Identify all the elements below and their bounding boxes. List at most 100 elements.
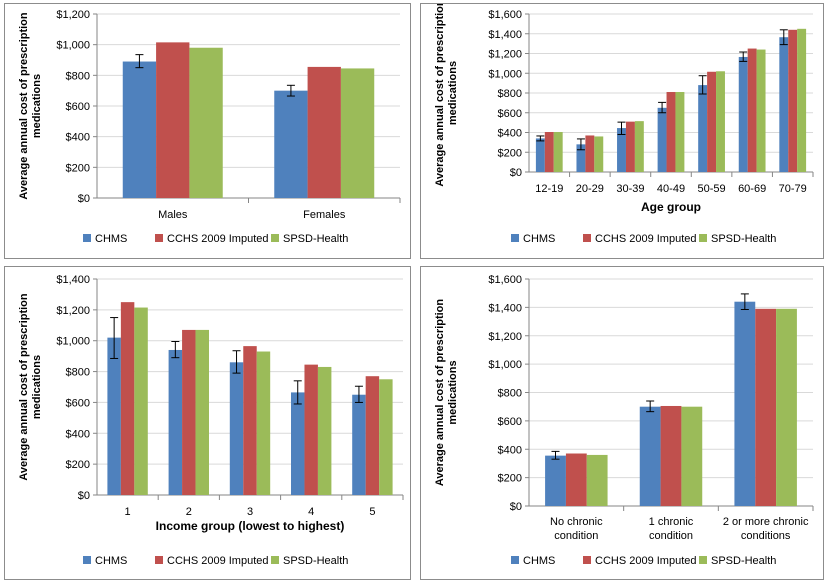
- bar-spsd-health: [256, 351, 271, 495]
- bar-chms: [545, 455, 566, 506]
- x-tick-label: Females: [303, 209, 346, 221]
- legend-swatch-cchs-2009-imputed: [583, 556, 591, 564]
- y-tick-label: $800: [498, 88, 522, 100]
- y-tick-label: $1,400: [488, 302, 522, 314]
- y-tick-label: $1,000: [56, 336, 90, 348]
- bar-cchs-2009-imputed: [120, 302, 135, 495]
- legend-label: CCHS 2009 Imputed: [167, 233, 269, 245]
- y-tick-label: $800: [498, 388, 522, 400]
- legend-swatch-chms: [511, 556, 519, 564]
- bar-cchs-2009-imputed: [788, 29, 798, 172]
- bar-chms: [734, 301, 756, 506]
- bar-spsd-health: [681, 406, 703, 506]
- legend-label: CCHS 2009 Imputed: [595, 233, 697, 245]
- y-tick-label: $1,000: [56, 40, 90, 52]
- x-tick-label: 1: [125, 506, 131, 518]
- x-tick-label: 50-59: [698, 183, 726, 195]
- x-tick-label: 4: [308, 506, 314, 518]
- bar-chms: [168, 349, 183, 495]
- bar-chms: [352, 394, 366, 495]
- bar-cchs-2009-imputed: [544, 132, 554, 172]
- chart-panel-chronic: $0 $200 $400 $600 $800 $1,000 $1,200 $1,400 $1,6…: [420, 266, 824, 580]
- chart-svg-income: $0 $200 $400 $600 $800 $1,000 $1,200 $1,400 1 2 3 4…: [18, 274, 404, 567]
- bar-spsd-health: [634, 121, 644, 172]
- y-tick-label: $1,200: [56, 305, 90, 317]
- x-tick-label: 40-49: [657, 183, 685, 195]
- x-tick-label: 30-39: [616, 183, 644, 195]
- bar-chms: [122, 61, 157, 199]
- legend-swatch-chms: [511, 234, 519, 242]
- y-tick-label: $400: [66, 428, 90, 440]
- bar-chms: [535, 138, 545, 172]
- y-tick-label: $400: [66, 132, 90, 144]
- y-tick-label: $1,200: [56, 9, 90, 21]
- y-tick-label: $600: [498, 108, 522, 120]
- bar-cchs-2009-imputed: [755, 308, 777, 506]
- bar-chms: [657, 107, 667, 172]
- x-tick-label: 3: [247, 506, 253, 518]
- y-tick-label: $1,000: [488, 359, 522, 371]
- chart-svg-age: $0 $200 $400 $600 $800 $1,000 $1,200 $1,400 $1,6…: [434, 0, 814, 245]
- chart-panel-sex: $0 $200 $400 $600 $800 $1,000 $1,200 Males Femal…: [4, 3, 411, 259]
- y-tick-label: $1,600: [488, 9, 522, 21]
- bar-spsd-health: [756, 49, 766, 172]
- legend-label: SPSD-Health: [283, 555, 348, 567]
- bar-cchs-2009-imputed: [365, 376, 380, 495]
- x-tick-label: No chronic condition: [550, 516, 603, 542]
- chart-panel-income: $0 $200 $400 $600 $800 $1,000 $1,200 $1,400 1 2 3 4…: [4, 266, 411, 580]
- bar-spsd-health: [379, 379, 393, 495]
- bar-chms: [291, 392, 305, 495]
- bar-spsd-health: [675, 92, 685, 172]
- legend-swatch-spsd-health: [271, 234, 279, 242]
- bar-spsd-health: [586, 454, 608, 506]
- x-tick-label: 2: [186, 506, 192, 518]
- bar-cchs-2009-imputed: [747, 48, 757, 172]
- x-tick-label: Males: [158, 209, 188, 221]
- bar-spsd-health: [134, 307, 148, 495]
- y-tick-label: $400: [498, 444, 522, 456]
- y-tick-label: $0: [78, 490, 90, 502]
- bar-spsd-health: [594, 136, 604, 172]
- y-axis-label: Average annual cost of prescriptionmedic…: [434, 299, 459, 487]
- y-tick-label: $800: [66, 70, 90, 82]
- y-tick-label: $1,600: [488, 274, 522, 286]
- legend-swatch-chms: [83, 556, 91, 564]
- bar-cchs-2009-imputed: [243, 346, 257, 495]
- legend-swatch-cchs-2009-imputed: [155, 234, 163, 242]
- bar-chms: [738, 56, 748, 172]
- legend-label: CHMS: [523, 555, 555, 567]
- bar-chms: [779, 37, 789, 172]
- y-tick-label: $0: [510, 501, 522, 513]
- bar-cchs-2009-imputed: [565, 453, 587, 506]
- bar-chms: [639, 406, 661, 506]
- y-tick-label: $1,200: [488, 49, 522, 61]
- y-axis-label: Average annual cost of prescriptionmedic…: [434, 4, 459, 187]
- bar-cchs-2009-imputed: [156, 42, 190, 198]
- legend-label: SPSD-Health: [283, 233, 348, 245]
- x-axis-label: Income group (lowest to highest): [156, 519, 345, 533]
- y-axis-label: Average annual cost of prescriptionmedic…: [18, 12, 43, 200]
- bar-cchs-2009-imputed: [307, 66, 341, 199]
- bar-chms: [617, 128, 626, 172]
- bar-cchs-2009-imputed: [304, 364, 318, 495]
- legend-label: SPSD-Health: [711, 233, 776, 245]
- legend-swatch-spsd-health: [699, 556, 707, 564]
- legend-swatch-cchs-2009-imputed: [155, 556, 163, 564]
- y-axis-label: Average annual cost of prescriptionmedic…: [18, 293, 43, 481]
- y-tick-label: $200: [498, 473, 522, 485]
- bar-chms: [229, 362, 244, 495]
- legend-swatch-spsd-health: [699, 234, 707, 242]
- x-tick-label: 20-29: [576, 183, 604, 195]
- bar-spsd-health: [189, 47, 223, 198]
- y-tick-label: $200: [66, 162, 90, 174]
- y-tick-label: $1,200: [488, 331, 522, 343]
- y-tick-label: $1,400: [56, 274, 90, 286]
- bar-cchs-2009-imputed: [585, 135, 595, 172]
- x-tick-label: 2 or more chronic conditions: [723, 516, 809, 542]
- bar-cchs-2009-imputed: [660, 405, 682, 506]
- bar-chms: [274, 90, 308, 198]
- legend-label: CCHS 2009 Imputed: [595, 555, 697, 567]
- legend-swatch-chms: [83, 234, 91, 242]
- y-tick-label: $800: [66, 367, 90, 379]
- bar-spsd-health: [797, 28, 807, 172]
